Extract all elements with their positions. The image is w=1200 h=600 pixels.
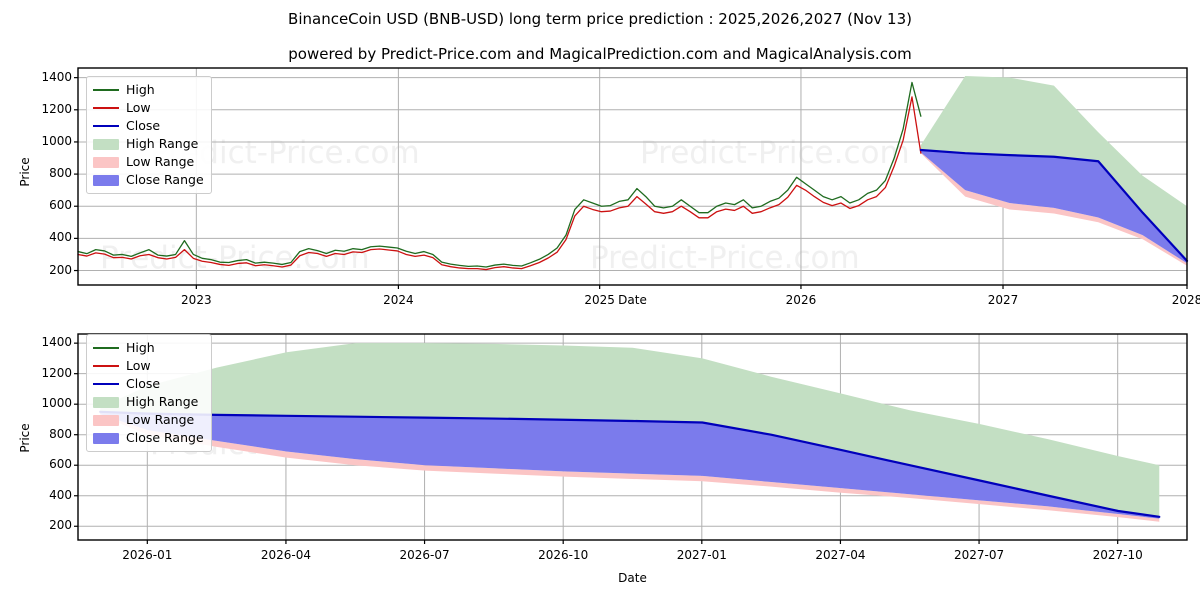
legend-swatch-patch [93, 432, 119, 444]
y-tick-label: 800 [49, 166, 72, 181]
legend-item-low-range[interactable]: Low Range [93, 154, 204, 170]
band-close-range [100, 411, 1160, 519]
legend-swatch-line [93, 107, 119, 109]
series-line-high [77, 81, 922, 268]
legend-swatch-patch [93, 174, 119, 186]
band-low-range [920, 150, 1187, 266]
legend-item-label: High [126, 82, 155, 97]
legend-item-label: High [126, 340, 155, 355]
legend-item-low-range[interactable]: Low Range [93, 412, 204, 428]
legend-item-high-range[interactable]: High Range [93, 394, 204, 410]
legend-item-low[interactable]: Low [93, 100, 204, 116]
legend-swatch-patch [93, 138, 119, 150]
y-tick-label: 400 [49, 230, 72, 245]
watermark-text: Predict-Price.com [590, 240, 860, 276]
x-tick-label: 2026-07 [399, 548, 450, 562]
legend-item-label: Low Range [126, 154, 195, 169]
y-tick-label: 400 [49, 487, 72, 502]
legend-item-close-range[interactable]: Close Range [93, 430, 204, 446]
legend-item-high[interactable]: High [93, 82, 204, 98]
legend-item-label: Close Range [126, 172, 204, 187]
band-low-range [100, 412, 1160, 522]
legend-item-high[interactable]: High [93, 340, 204, 356]
top-chart-panel: Price Date 200 400 600 800 1000 1200 1400 2023… [0, 60, 1200, 310]
legend-item-high-range[interactable]: High Range [93, 136, 204, 152]
legend-item-close[interactable]: Close [93, 376, 204, 392]
x-tick-label: 2023 [181, 293, 212, 307]
legend-swatch-line [93, 365, 119, 367]
y-tick-label: 1200 [41, 365, 72, 380]
y-tick-label: 800 [49, 426, 72, 441]
y-tick-label: 1400 [41, 69, 72, 84]
page-subtitle: powered by Predict-Price.com and Magical… [288, 45, 912, 63]
legend-item-label: High Range [126, 136, 199, 151]
legend-item-low[interactable]: Low [93, 358, 204, 374]
y-tick-label: 600 [49, 457, 72, 472]
x-tick-label: 2027-07 [953, 548, 1005, 562]
x-tick-label: 2027 [987, 293, 1019, 307]
legend-swatch-line [93, 383, 119, 385]
y-tick-label: 1000 [41, 133, 72, 148]
watermark-text: Predict-Price.com [640, 135, 910, 171]
x-tick-label: 2024 [383, 293, 414, 307]
series-line-close [919, 148, 1189, 262]
y-tick-label: 1200 [41, 101, 72, 116]
watermark-text: Predict-Price.com [100, 240, 370, 276]
legend-item-label: High Range [126, 394, 199, 409]
page-title: BinanceCoin USD (BNB-USD) long term pric… [288, 10, 912, 28]
legend-swatch-line [93, 89, 119, 91]
x-tick-label: 2027-10 [1092, 548, 1143, 562]
y-tick-label: 200 [49, 518, 72, 533]
top-chart-legend: High Low Close High Range Low Range Close Ran… [86, 76, 212, 194]
legend-item-close[interactable]: Close [93, 118, 204, 134]
legend-item-label: Close [126, 118, 161, 133]
bottom-chart-x-axis-label: Date [618, 571, 647, 585]
legend-swatch-line [93, 347, 119, 349]
x-tick-label: 2028 [1171, 293, 1200, 307]
x-tick-label: 2026 [785, 293, 817, 307]
legend-item-label: Low Range [126, 412, 195, 427]
x-tick-label: 2026-01 [122, 548, 173, 562]
legend-item-label: Close Range [126, 430, 204, 445]
legend-swatch-line [93, 125, 119, 127]
x-tick-label: 2027-01 [676, 548, 727, 562]
bottom-chart-legend: High Low Close High Range Low Range Close Ran… [86, 334, 212, 452]
top-chart-x-axis-label: Date [618, 293, 647, 307]
series-line-low [77, 96, 922, 271]
band-close-range [920, 149, 1187, 264]
x-tick-label: 2027-04 [815, 548, 866, 562]
series-line-close [99, 410, 1161, 518]
y-tick-label: 200 [49, 262, 72, 277]
legend-item-label: Low [126, 100, 151, 115]
legend-item-label: Low [126, 358, 151, 373]
legend-item-label: Close [126, 376, 161, 391]
bottom-chart-panel: Price Date 200 400 600 800 1000 1200 1400 2026… [0, 326, 1200, 600]
x-tick-label: 2026-04 [260, 548, 311, 562]
band-high-range [100, 343, 1160, 517]
legend-swatch-patch [93, 414, 119, 426]
legend-item-close-range[interactable]: Close Range [93, 172, 204, 188]
legend-swatch-patch [93, 156, 119, 168]
band-high-range [920, 76, 1187, 261]
top-chart-plot: Predict-Price.com Predict-Price.com Predic… [74, 67, 1189, 289]
y-tick-label: 1400 [41, 335, 72, 350]
legend-swatch-patch [93, 396, 119, 408]
y-tick-label: 1000 [41, 396, 72, 411]
x-tick-label: 2025 [584, 293, 615, 307]
y-tick-label: 600 [49, 198, 72, 213]
x-tick-label: 2026-10 [538, 548, 589, 562]
